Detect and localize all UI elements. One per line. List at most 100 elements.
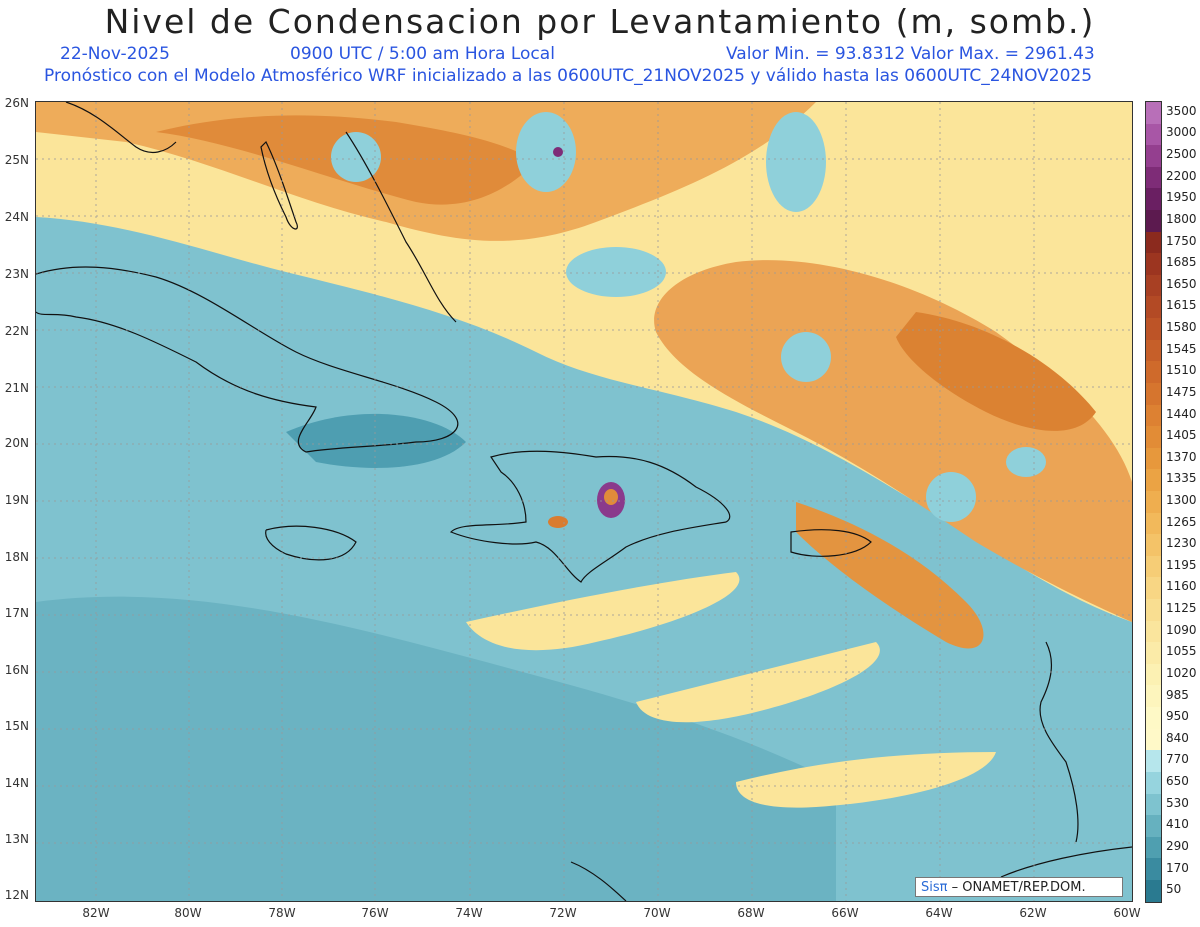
colorbar-swatch <box>1146 793 1161 816</box>
colorbar-swatch <box>1146 447 1161 470</box>
colorbar-swatch <box>1146 296 1161 319</box>
hotspot-small <box>553 147 563 157</box>
hotspot-core <box>604 489 618 505</box>
colorbar-swatch <box>1146 599 1161 621</box>
hispaniola-coast <box>449 450 731 583</box>
lat-label: 18N <box>4 550 29 564</box>
colorbar-label: 1055 <box>1166 644 1197 659</box>
colorbar-swatch <box>1146 166 1161 189</box>
colorbar-swatch <box>1146 836 1161 859</box>
cuba-low-region <box>286 413 466 468</box>
colorbar-label: 650 <box>1166 774 1189 789</box>
colorbar-label: 1580 <box>1166 320 1197 335</box>
yellow-strip <box>466 572 740 651</box>
yellow-strip <box>636 642 880 723</box>
colorbar-swatch <box>1146 771 1161 794</box>
colorbar-swatch <box>1146 750 1161 772</box>
lat-label: 22N <box>4 324 29 338</box>
colorbar-swatch <box>1146 858 1161 880</box>
venezuela-coast <box>1000 846 1132 878</box>
lon-label: 82W <box>82 906 110 920</box>
cyan-pocket <box>926 472 976 522</box>
colorbar <box>1145 101 1162 903</box>
lon-label: 76W <box>361 906 389 920</box>
lat-label: 25N <box>4 153 29 167</box>
cyan-pocket <box>766 112 826 212</box>
colorbar-label: 3500 <box>1166 103 1197 118</box>
colorbar-swatch <box>1146 490 1161 513</box>
lat-label: 15N <box>4 719 29 733</box>
cyan-pocket <box>516 112 576 192</box>
date-label: 22-Nov-2025 <box>60 44 170 64</box>
lat-label: 23N <box>4 267 29 281</box>
colorbar-label: 1800 <box>1166 211 1197 226</box>
yellow-strip <box>736 752 996 808</box>
lat-label: 20N <box>4 436 29 450</box>
colorbar-swatch <box>1146 253 1161 275</box>
orange-core-east <box>896 312 1096 431</box>
hotspot-orange <box>548 516 568 528</box>
lat-label: 13N <box>4 832 29 846</box>
map-svg <box>36 102 1132 901</box>
colorbar-label: 2500 <box>1166 147 1197 162</box>
colorbar-swatch <box>1146 102 1161 124</box>
colorbar-swatch <box>1146 231 1161 254</box>
colorbar-label: 50 <box>1166 882 1182 897</box>
colorbar-label: 1370 <box>1166 449 1197 464</box>
brand-logo: Sisπ <box>921 880 948 895</box>
colorbar-swatch <box>1146 879 1161 902</box>
colorbar-swatch <box>1146 188 1161 211</box>
colorbar-swatch <box>1146 210 1161 232</box>
colorbar-label: 1020 <box>1166 665 1197 680</box>
lon-label: 68W <box>737 906 765 920</box>
colorbar-label: 170 <box>1166 860 1189 875</box>
colorbar-swatch <box>1146 426 1161 448</box>
lat-label: 16N <box>4 663 29 677</box>
lat-label: 26N <box>4 96 29 110</box>
lat-label: 17N <box>4 606 29 620</box>
lon-label: 80W <box>174 906 202 920</box>
colorbar-swatch <box>1146 577 1161 600</box>
colorbar-label: 410 <box>1166 817 1189 832</box>
colorbar-label: 290 <box>1166 838 1189 853</box>
south-america-coast <box>570 861 627 901</box>
lon-label: 78W <box>268 906 296 920</box>
cyan-pocket <box>781 332 831 382</box>
colorbar-label: 1195 <box>1166 557 1197 572</box>
colorbar-label: 1230 <box>1166 536 1197 551</box>
cuba-coast <box>36 266 459 453</box>
colorbar-swatch <box>1146 512 1161 535</box>
lesser-antilles-chain <box>1039 641 1079 843</box>
florida-coast <box>260 140 298 230</box>
lon-label: 74W <box>455 906 483 920</box>
bahamas-chain <box>345 131 457 323</box>
lon-label: 64W <box>925 906 953 920</box>
cyan-pocket <box>566 247 666 297</box>
colorbar-label: 2200 <box>1166 168 1197 183</box>
lon-label: 62W <box>1019 906 1047 920</box>
lat-label: 19N <box>4 493 29 507</box>
lon-label: 70W <box>643 906 671 920</box>
colorbar-label: 1615 <box>1166 298 1197 313</box>
dark-cyan-region <box>36 596 836 901</box>
colorbar-swatch <box>1146 274 1161 297</box>
lon-label: 60W <box>1113 906 1141 920</box>
model-info: Pronóstico con el Modelo Atmosférico WRF… <box>44 66 1093 86</box>
brand-text: – ONAMET/REP.DOM. <box>951 880 1086 895</box>
puerto-rico-coast <box>790 529 872 557</box>
cyan-pocket <box>331 132 381 182</box>
colorbar-swatch <box>1146 555 1161 578</box>
colorbar-swatch <box>1146 382 1161 405</box>
colorbar-label: 1750 <box>1166 233 1197 248</box>
colorbar-swatch <box>1146 469 1161 491</box>
colorbar-swatch <box>1146 123 1161 146</box>
colorbar-label: 950 <box>1166 709 1189 724</box>
colorbar-label: 1440 <box>1166 406 1197 421</box>
colorbar-label: 1125 <box>1166 601 1197 616</box>
colorbar-swatch <box>1146 534 1161 556</box>
colorbar-label: 770 <box>1166 752 1189 767</box>
jamaica-coast <box>265 525 357 561</box>
pale-yellow-region <box>36 102 1132 622</box>
colorbar-label: 1160 <box>1166 579 1197 594</box>
colorbar-label: 1650 <box>1166 276 1197 291</box>
